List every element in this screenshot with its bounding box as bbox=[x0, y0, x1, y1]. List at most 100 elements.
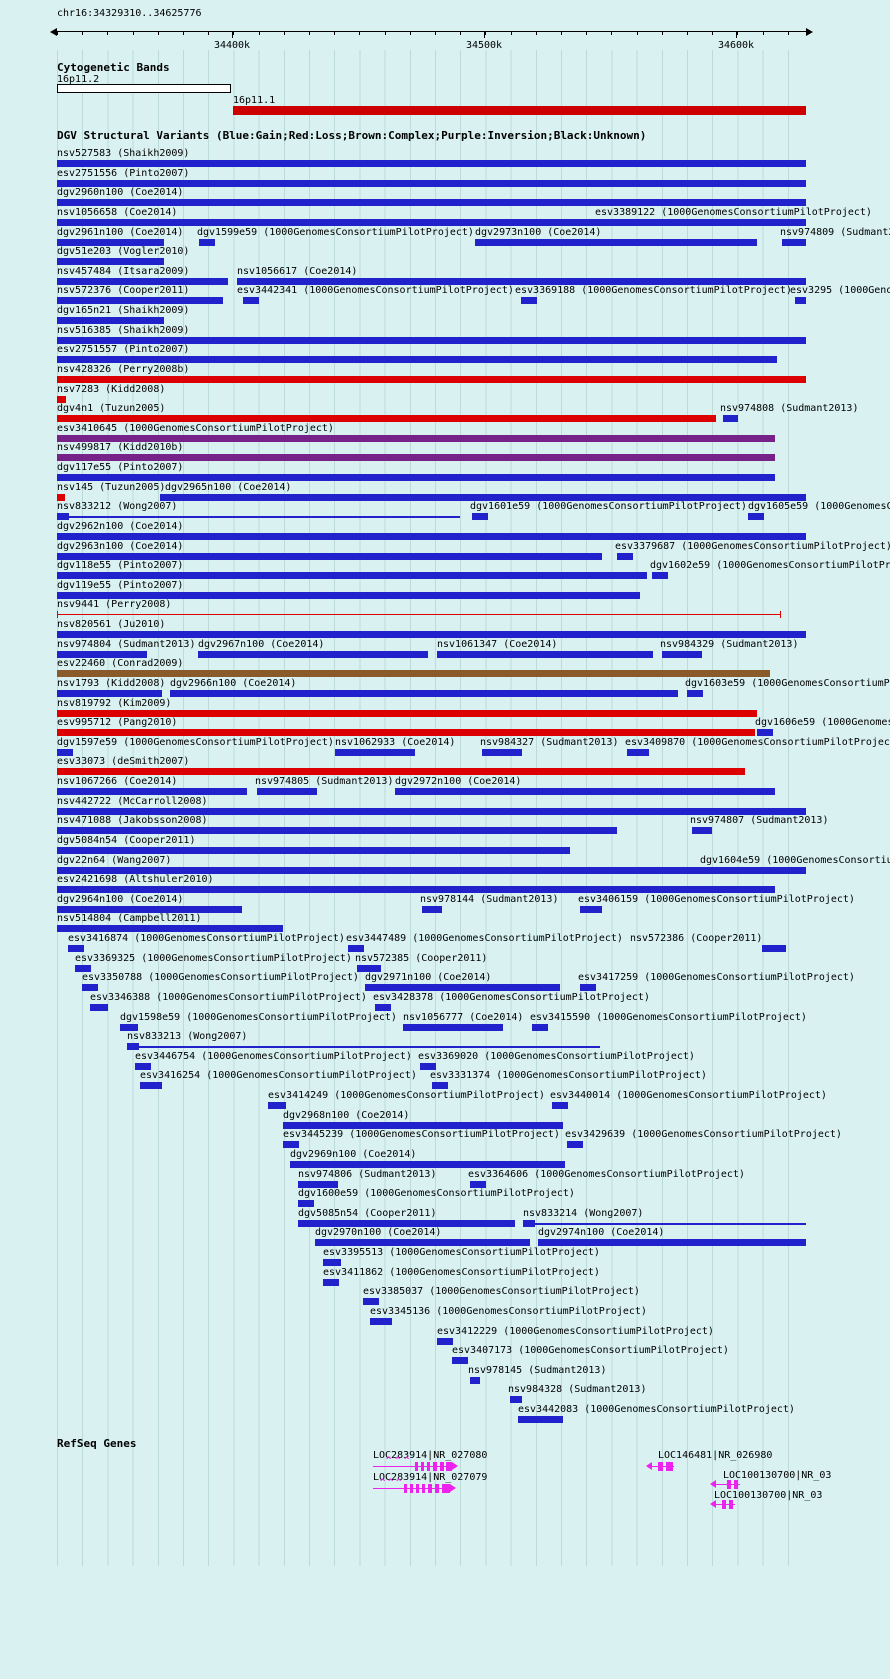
variant-label[interactable]: esv3428378 (1000GenomesConsortiumPilotPr… bbox=[373, 992, 650, 1003]
variant-label[interactable]: nsv833214 (Wong2007) bbox=[523, 1208, 644, 1219]
variant-bar[interactable] bbox=[57, 317, 164, 324]
variant-label[interactable]: dgv2969n100 (Coe2014) bbox=[290, 1149, 417, 1160]
variant-label[interactable]: dgv117e55 (Pinto2007) bbox=[57, 462, 184, 473]
variant-label[interactable]: nsv1056617 (Coe2014) bbox=[237, 266, 358, 277]
variant-bar[interactable] bbox=[298, 1181, 338, 1188]
variant-bar[interactable] bbox=[57, 827, 617, 834]
variant-bar[interactable] bbox=[57, 180, 806, 187]
gene-exon[interactable] bbox=[446, 1462, 452, 1471]
variant-bar[interactable] bbox=[757, 729, 773, 736]
variant-label[interactable]: dgv5085n54 (Cooper2011) bbox=[298, 1208, 437, 1219]
gene-exon[interactable] bbox=[428, 1484, 432, 1493]
variant-label[interactable]: esv22460 (Conrad2009) bbox=[57, 658, 184, 669]
variant-bar[interactable] bbox=[57, 631, 806, 638]
variant-bar[interactable] bbox=[57, 396, 66, 403]
variant-bar[interactable] bbox=[472, 513, 488, 520]
variant-bar[interactable] bbox=[170, 690, 678, 697]
variant-label[interactable]: esv3406159 (1000GenomesConsortiumPilotPr… bbox=[578, 894, 855, 905]
variant-label[interactable]: dgv1602e59 (1000GenomesConsortiumPilotPr… bbox=[650, 560, 890, 571]
variant-bar[interactable] bbox=[57, 474, 775, 481]
variant-bar[interactable] bbox=[375, 1004, 391, 1011]
variant-label[interactable]: dgv2970n100 (Coe2014) bbox=[315, 1227, 442, 1238]
variant-label[interactable]: dgv1601e59 (1000GenomesConsortiumPilotPr… bbox=[470, 501, 747, 512]
variant-label[interactable]: nsv1056777 (Coe2014) bbox=[403, 1012, 524, 1023]
variant-label[interactable]: esv3446754 (1000GenomesConsortiumPilotPr… bbox=[135, 1051, 412, 1062]
variant-label[interactable]: esv3447489 (1000GenomesConsortiumPilotPr… bbox=[346, 933, 623, 944]
variant-label[interactable]: dgv2961n100 (Coe2014) bbox=[57, 227, 184, 238]
variant-bar[interactable] bbox=[57, 553, 602, 560]
variant-bar[interactable] bbox=[283, 1122, 563, 1129]
variant-bar[interactable] bbox=[90, 1004, 108, 1011]
variant-label[interactable]: dgv22n64 (Wang2007) bbox=[57, 855, 172, 866]
variant-label[interactable]: esv3414249 (1000GenomesConsortiumPilotPr… bbox=[268, 1090, 545, 1101]
variant-bar[interactable] bbox=[597, 219, 627, 226]
gene-exon[interactable] bbox=[734, 1480, 738, 1489]
variant-label[interactable]: dgv2968n100 (Coe2014) bbox=[283, 1110, 410, 1121]
variant-label[interactable]: nsv442722 (McCarroll2008) bbox=[57, 796, 208, 807]
gene-exon[interactable] bbox=[435, 1484, 439, 1493]
variant-label[interactable]: dgv1600e59 (1000GenomesConsortiumPilotPr… bbox=[298, 1188, 575, 1199]
gene-label[interactable]: LOC146481|NR_026980 bbox=[658, 1450, 773, 1461]
variant-label[interactable]: esv3407173 (1000GenomesConsortiumPilotPr… bbox=[452, 1345, 729, 1356]
gene-exon[interactable] bbox=[421, 1462, 424, 1471]
variant-bar[interactable] bbox=[538, 1239, 806, 1246]
variant-bar[interactable] bbox=[57, 199, 806, 206]
variant-label[interactable]: nsv984329 (Sudmant2013) bbox=[660, 639, 799, 650]
gene-line[interactable] bbox=[652, 1466, 674, 1467]
variant-label[interactable]: esv3415590 (1000GenomesConsortiumPilotPr… bbox=[530, 1012, 807, 1023]
variant-label[interactable]: nsv978145 (Sudmant2013) bbox=[468, 1365, 607, 1376]
variant-bar[interactable] bbox=[748, 513, 764, 520]
variant-bar[interactable] bbox=[692, 827, 712, 834]
variant-label[interactable]: dgv1599e59 (1000GenomesConsortiumPilotPr… bbox=[197, 227, 474, 238]
variant-bar[interactable] bbox=[452, 1357, 468, 1364]
variant-label[interactable]: nsv974807 (Sudmant2013) bbox=[690, 815, 829, 826]
variant-bar[interactable] bbox=[57, 847, 570, 854]
variant-label[interactable]: esv3345136 (1000GenomesConsortiumPilotPr… bbox=[370, 1306, 647, 1317]
variant-label[interactable]: dgv2965n100 (Coe2014) bbox=[165, 482, 292, 493]
variant-label[interactable]: dgv2964n100 (Coe2014) bbox=[57, 894, 184, 905]
variant-label[interactable]: nsv974806 (Sudmant2013) bbox=[298, 1169, 437, 1180]
variant-label[interactable]: esv3395513 (1000GenomesConsortiumPilotPr… bbox=[323, 1247, 600, 1258]
variant-bar[interactable] bbox=[335, 749, 415, 756]
variant-bar[interactable] bbox=[580, 984, 596, 991]
variant-label[interactable]: nsv974808 (Sudmant2013) bbox=[720, 403, 859, 414]
gene-exon[interactable] bbox=[440, 1462, 444, 1471]
variant-label[interactable]: nsv974805 (Sudmant2013) bbox=[255, 776, 394, 787]
variant-bar[interactable] bbox=[199, 239, 215, 246]
variant-bar[interactable] bbox=[437, 1338, 453, 1345]
variant-bar[interactable] bbox=[702, 867, 718, 874]
variant-bar[interactable] bbox=[510, 1396, 522, 1403]
variant-label[interactable]: esv2751557 (Pinto2007) bbox=[57, 344, 190, 355]
variant-label[interactable]: nsv9441 (Perry2008) bbox=[57, 599, 172, 610]
variant-label[interactable]: nsv7283 (Kidd2008) bbox=[57, 384, 166, 395]
variant-bar[interactable] bbox=[422, 906, 442, 913]
variant-label[interactable]: nsv833212 (Wong2007) bbox=[57, 501, 178, 512]
variant-bar[interactable] bbox=[290, 1161, 565, 1168]
gene-exon[interactable] bbox=[658, 1462, 663, 1471]
variant-bar[interactable] bbox=[395, 788, 775, 795]
variant-bar[interactable] bbox=[470, 1377, 480, 1384]
variant-label[interactable]: dgv5084n54 (Cooper2011) bbox=[57, 835, 196, 846]
variant-label[interactable]: dgv2963n100 (Coe2014) bbox=[57, 541, 184, 552]
variant-label[interactable]: esv3385037 (1000GenomesConsortiumPilotPr… bbox=[363, 1286, 640, 1297]
variant-label[interactable]: esv3346388 (1000GenomesConsortiumPilotPr… bbox=[90, 992, 367, 1003]
variant-bar[interactable] bbox=[57, 415, 716, 422]
gene-label[interactable]: LOC100130700|NR_03 bbox=[714, 1490, 823, 1501]
variant-bar[interactable] bbox=[532, 1024, 548, 1031]
variant-bar[interactable] bbox=[432, 1082, 448, 1089]
gene-label[interactable]: LOC283914|NR_027080 bbox=[373, 1450, 488, 1461]
variant-label[interactable]: dgv1604e59 (1000GenomesConsortiumPilotPr… bbox=[700, 855, 890, 866]
variant-label[interactable]: esv3369325 (1000GenomesConsortiumPilotPr… bbox=[75, 953, 352, 964]
variant-bar[interactable] bbox=[237, 278, 806, 285]
variant-label[interactable]: nsv978144 (Sudmant2013) bbox=[420, 894, 559, 905]
variant-label[interactable]: dgv119e55 (Pinto2007) bbox=[57, 580, 184, 591]
variant-bar[interactable] bbox=[298, 1220, 515, 1227]
variant-bar[interactable] bbox=[68, 945, 84, 952]
variant-bar[interactable] bbox=[57, 710, 757, 717]
variant-label[interactable]: nsv1793 (Kidd2008) bbox=[57, 678, 166, 689]
variant-bar[interactable] bbox=[57, 651, 147, 658]
variant-bar[interactable] bbox=[57, 768, 745, 775]
variant-bar[interactable] bbox=[57, 160, 806, 167]
variant-label[interactable]: esv3442083 (1000GenomesConsortiumPilotPr… bbox=[518, 1404, 795, 1415]
cytoband-16p11.1[interactable] bbox=[233, 106, 806, 115]
